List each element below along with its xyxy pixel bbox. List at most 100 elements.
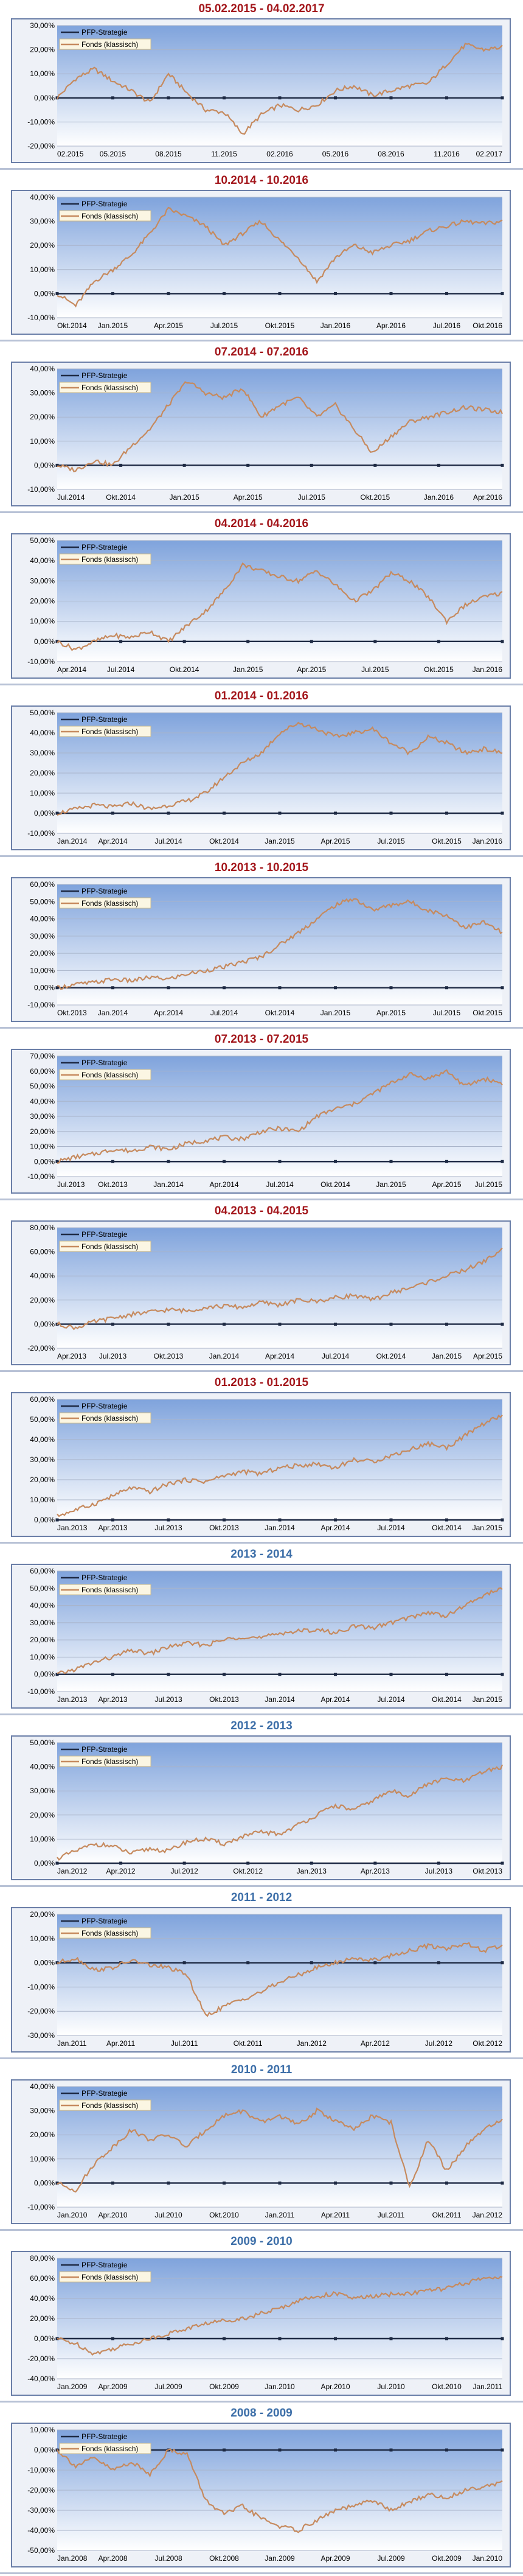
x-tick-label: Jul.2013 (99, 1352, 127, 1360)
series-marker-pfp-strategie (389, 1160, 393, 1163)
chart-block: 2013 - 2014 -10,00% 0,00% 10,00% 20,00% 30,00… (0, 1545, 523, 1717)
x-tick-label: Okt.2009 (209, 2382, 239, 2391)
x-tick-label: Jan.2008 (57, 2554, 88, 2563)
legend-entry-bg (59, 897, 151, 909)
y-tick-label: 0,00% (34, 1157, 55, 1166)
y-tick-label: 20,00% (30, 597, 55, 606)
series-marker-pfp-strategie (246, 640, 250, 643)
chart-svg: -30,00% -20,00% -10,00% 0,00% 10,00% 20,00% Ja… (27, 1910, 504, 2048)
series-marker-pfp-strategie (445, 1518, 448, 1522)
series-marker-pfp-strategie (500, 1673, 504, 1676)
series-marker-pfp-strategie (167, 1322, 170, 1326)
x-tick-label: Okt.2014 (57, 321, 87, 330)
y-tick-label: 20,00% (30, 769, 55, 777)
y-tick-label: 60,00% (30, 1395, 55, 1404)
chart-svg: -10,00% 0,00% 10,00% 20,00% 30,00% 40,00% 50,0… (27, 709, 504, 845)
x-tick-label: Jul.2008 (154, 2554, 182, 2563)
y-tick-label: 20,00% (30, 1811, 55, 1819)
chart-block: 04.2014 - 04.2016 -10,00% 0,00% 10,00% 20,00… (0, 515, 523, 687)
x-tick-label: Apr.2014 (154, 1009, 183, 1017)
series-marker-pfp-strategie (278, 2448, 282, 2452)
series-marker-pfp-strategie (334, 2448, 337, 2452)
series-marker-pfp-strategie (55, 1861, 59, 1865)
legend-label-pfp-strategie: PFP-Strategie (81, 543, 128, 551)
y-tick-label: -10,00% (27, 313, 55, 322)
x-tick-label: 02.2015 (57, 150, 84, 158)
y-tick-label: 0,00% (34, 984, 55, 992)
chart-frame: -20,00% -10,00% 0,00% 10,00% 20,00% 30,00% 02.… (11, 18, 511, 163)
legend-entry-bg (59, 1069, 151, 1080)
x-tick-label: Jan.2015 (432, 1352, 462, 1360)
x-tick-label: Jul.2014 (57, 493, 85, 502)
x-tick-label: Jul.2014 (154, 837, 182, 845)
series-marker-pfp-strategie (223, 986, 226, 990)
x-tick-label: Jul.2011 (171, 2039, 198, 2048)
x-tick-label: Jan.2016 (424, 493, 454, 502)
chart-separator (0, 1370, 523, 1372)
x-tick-label: 02.2016 (266, 150, 293, 158)
series-marker-pfp-strategie (111, 96, 114, 100)
chart-frame: -10,00% 0,00% 10,00% 20,00% 30,00% 40,00% Jul.… (11, 362, 511, 506)
y-tick-label: -40,00% (27, 2375, 55, 2383)
legend-label-fonds-klassisch: Fonds (klassisch) (81, 727, 138, 736)
x-tick-label: Okt.2012 (473, 2039, 502, 2048)
series-line-fonds-klassisch (57, 1247, 503, 1331)
x-tick-label: Jul.2010 (154, 2211, 182, 2219)
x-tick-label: Jan.2014 (265, 1524, 295, 1532)
series-line-fonds-klassisch (57, 1764, 504, 1861)
series-marker-pfp-strategie (500, 292, 504, 295)
series-marker-pfp-strategie (111, 1518, 114, 1522)
series-marker-pfp-strategie (182, 1861, 186, 1865)
series-marker-pfp-strategie (310, 1861, 313, 1865)
chart-title: 2013 - 2014 (230, 1548, 293, 1561)
y-tick-label: 60,00% (30, 880, 55, 889)
x-tick-label: 11.2015 (211, 150, 237, 158)
legend-label-fonds-klassisch: Fonds (klassisch) (81, 1414, 138, 1423)
x-tick-label: Jan.2016 (473, 665, 503, 674)
y-tick-label: 50,00% (30, 897, 55, 906)
x-tick-label: Okt.2015 (265, 321, 295, 330)
chart-separator (0, 2572, 523, 2574)
series-marker-pfp-strategie (500, 1518, 504, 1522)
y-tick-label: 30,00% (30, 389, 55, 397)
series-marker-pfp-strategie (500, 1861, 504, 1865)
x-tick-label: Apr.2012 (106, 1867, 136, 1875)
y-tick-label: 80,00% (30, 1223, 55, 1232)
chart-separator (0, 2057, 523, 2059)
series-marker-pfp-strategie (55, 1518, 59, 1522)
x-tick-label: Okt.2010 (432, 2382, 462, 2391)
y-tick-label: 0,00% (34, 289, 55, 298)
series-marker-pfp-strategie (445, 2181, 448, 2185)
series-marker-pfp-strategie (167, 1160, 170, 1163)
chart-title: 01.2013 - 01.2015 (214, 1376, 309, 1389)
y-tick-label: 60,00% (30, 1067, 55, 1076)
chart-frame: 0,00% 10,00% 20,00% 30,00% 40,00% 50,00% 60,00… (11, 1392, 511, 1537)
x-tick-label: Jul.2015 (475, 1180, 503, 1189)
legend-label-pfp-strategie: PFP-Strategie (81, 371, 128, 380)
legend-label-pfp-strategie: PFP-Strategie (81, 200, 128, 208)
series-marker-pfp-strategie (223, 811, 226, 815)
x-tick-label: Jan.2016 (473, 837, 503, 845)
series-line-fonds-klassisch (57, 1587, 503, 1675)
series-marker-pfp-strategie (389, 1322, 393, 1326)
chart-separator (0, 2229, 523, 2231)
x-tick-label: Okt.2011 (234, 2039, 263, 2048)
y-tick-label: 10,00% (30, 69, 55, 78)
series-marker-pfp-strategie (182, 640, 186, 643)
chart-block: 2010 - 2011 -10,00% 0,00% 10,00% 20,00% 30,00… (0, 2061, 523, 2233)
series-marker-pfp-strategie (437, 463, 440, 467)
legend-label-fonds-klassisch: Fonds (klassisch) (81, 2445, 138, 2453)
chart-svg: -10,00% 0,00% 10,00% 20,00% 30,00% 40,00% 50,0… (27, 880, 504, 1017)
series-marker-pfp-strategie (182, 463, 186, 467)
series-marker-pfp-strategie (167, 2181, 170, 2185)
series-marker-pfp-strategie (167, 1518, 170, 1522)
series-marker-pfp-strategie (278, 292, 282, 295)
x-tick-label: Apr.2011 (321, 2211, 350, 2219)
chart-separator (0, 168, 523, 170)
chart-separator (0, 684, 523, 685)
y-tick-label: -20,00% (27, 2354, 55, 2363)
chart-block: 01.2014 - 01.2016 -10,00% 0,00% 10,00% 20,00… (0, 687, 523, 859)
x-tick-label: Apr.2015 (234, 493, 263, 502)
x-tick-label: Apr.2008 (98, 2554, 127, 2563)
x-tick-label: Apr.2014 (320, 1524, 350, 1532)
